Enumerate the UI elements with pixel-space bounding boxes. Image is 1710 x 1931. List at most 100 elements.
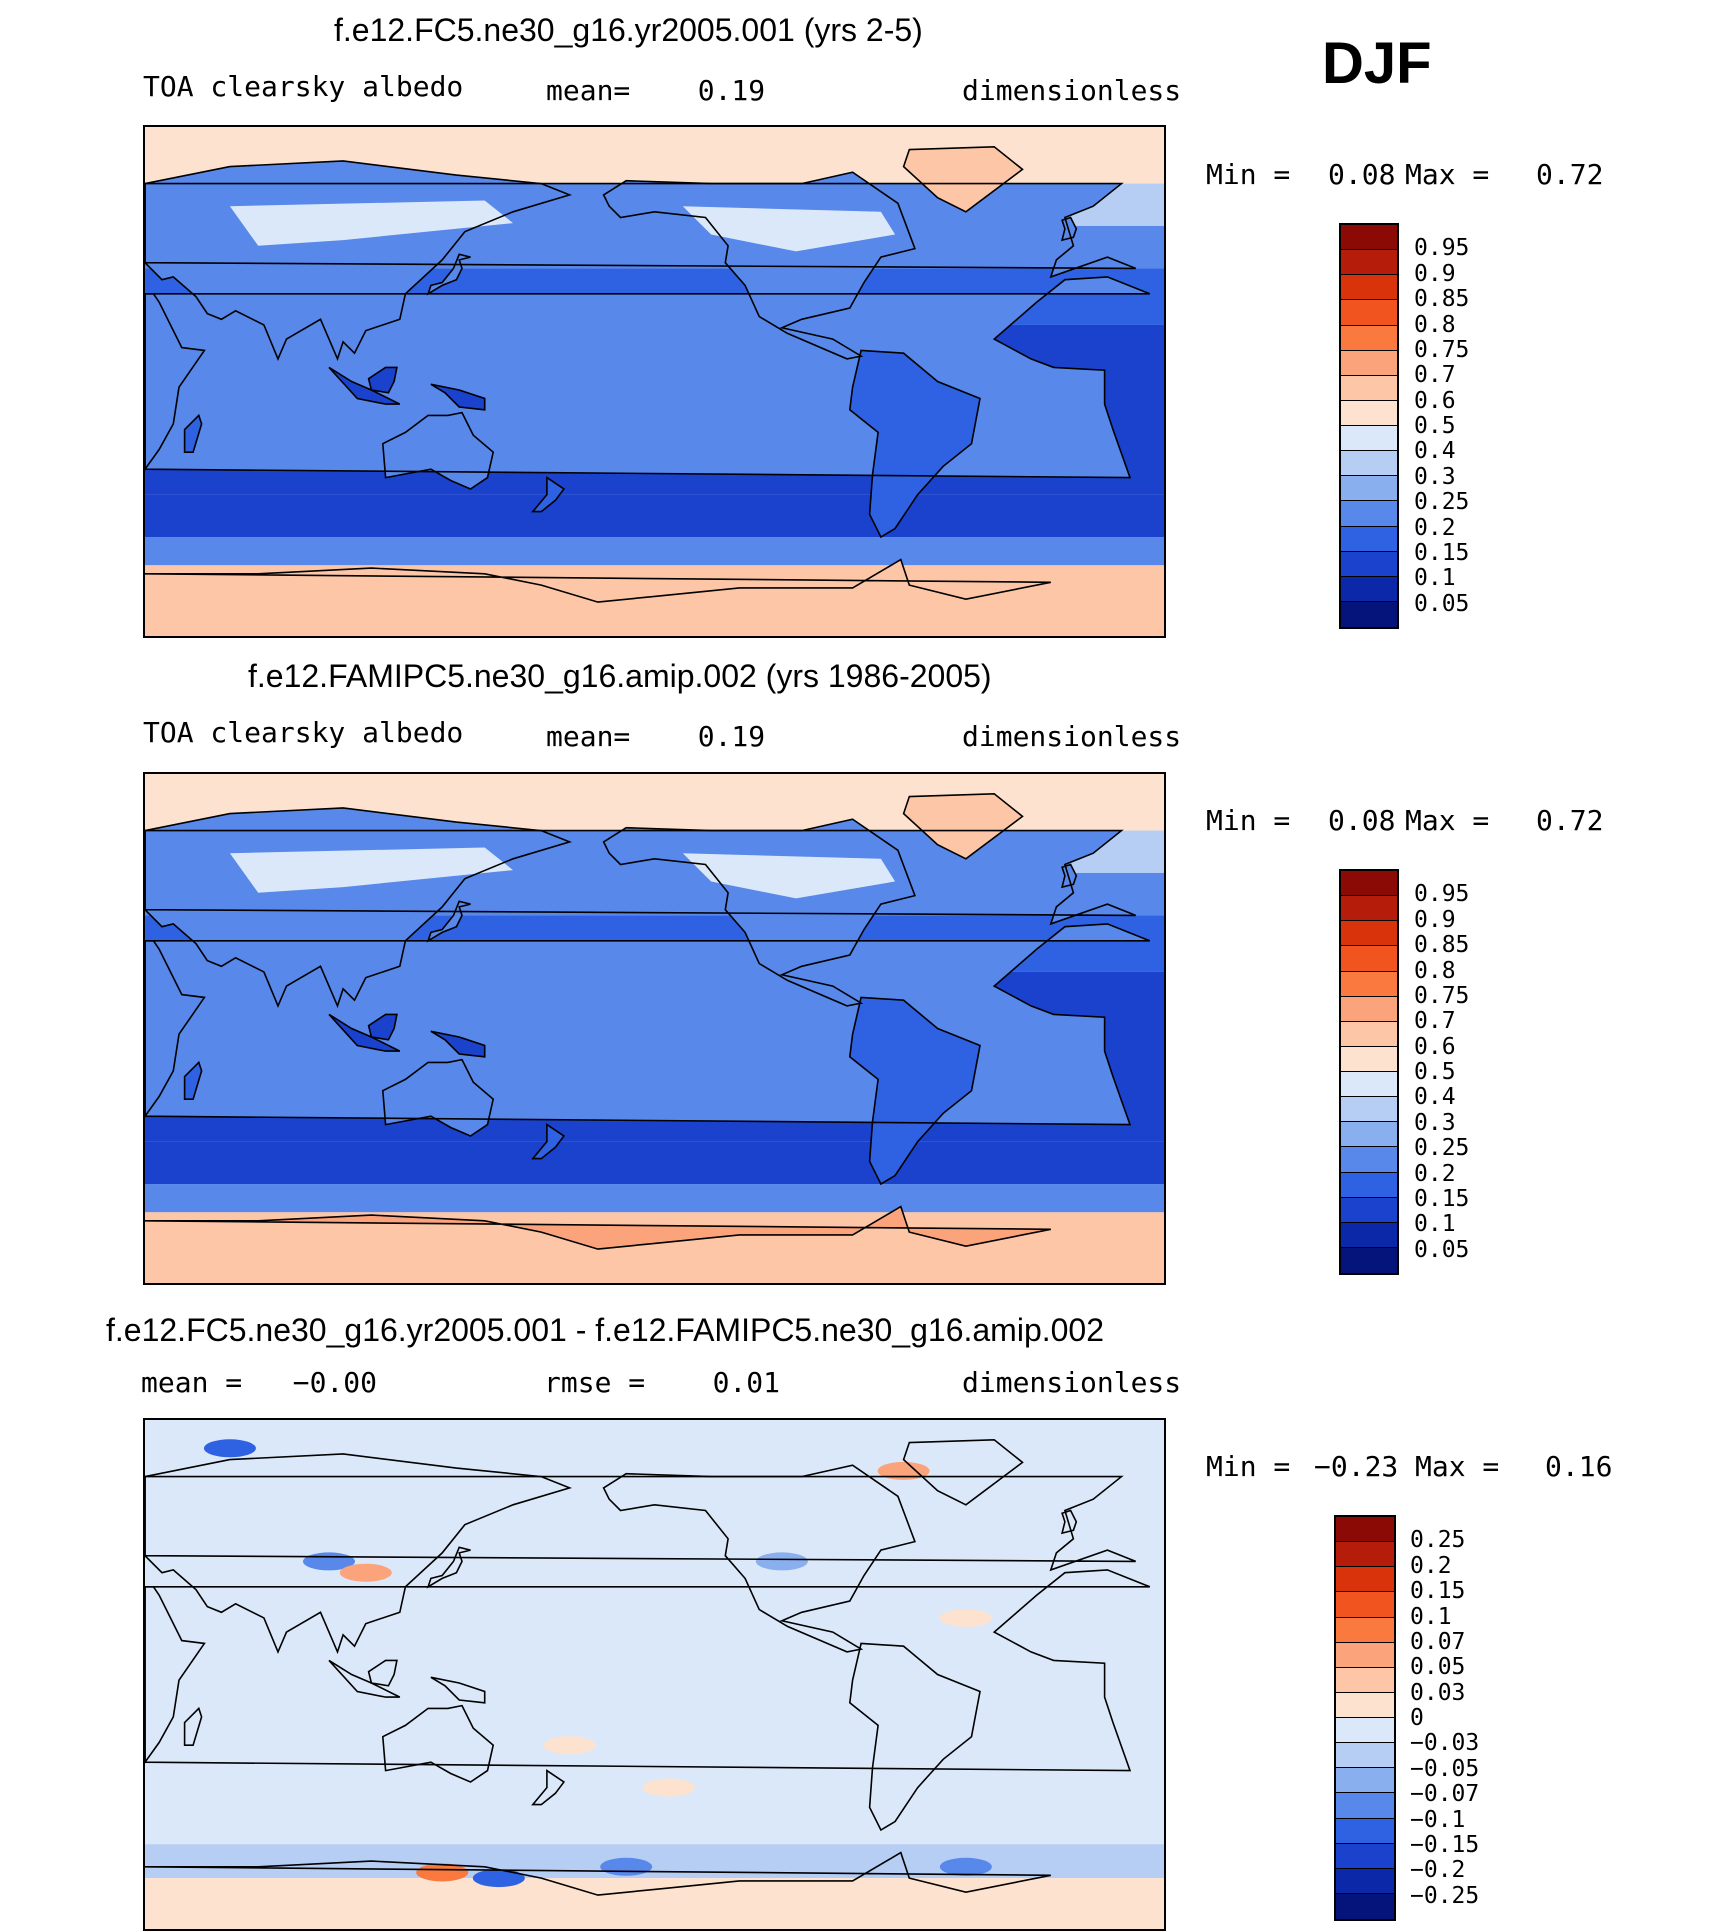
land-region-australia [382,412,494,489]
coastline-borneo [367,1659,398,1687]
coastline-borneo [367,1013,398,1041]
panel-3-max-label: Max = [1415,1450,1500,1483]
coastline-indonesia [328,1013,401,1052]
panel-3-mean: mean = −0.00 [141,1366,378,1399]
coastline-madagascar [183,1060,203,1100]
coastline-australia [381,1058,495,1137]
colorbar-swatch [1341,250,1397,276]
panel-2-min-label: Min = [1206,804,1291,837]
coastline-nz [531,1769,566,1806]
colorbar-swatch [1336,1793,1394,1819]
snow-patch [682,206,896,252]
colorbar-swatch [1341,971,1397,997]
colorbar-swatch [1341,1021,1397,1047]
anomaly-patch [339,1563,392,1582]
panel-1-mean: mean= 0.19 [546,74,766,107]
coastline-eurasia [145,160,573,362]
coastline-madagascar [183,1706,203,1746]
panel-1-max-label: Max = [1405,158,1490,191]
land-region-samerica [849,350,980,537]
coastline-africa_w [145,276,1151,479]
colorbar-tick-label: 0.5 [1414,1059,1456,1085]
lat-band [145,565,1164,636]
colorbar-swatch [1341,921,1397,947]
anomaly-patch [939,1608,992,1627]
colorbar-tick-label: 0.25 [1414,1135,1470,1162]
land-region-greenland [903,146,1023,212]
anomaly-patch [203,1439,256,1458]
land-region-borneo [368,1014,397,1040]
land-region-borneo [368,367,397,393]
anomaly-patch [755,1552,808,1571]
colorbar-tick-label: 0.9 [1414,260,1456,287]
panel-1-map [143,125,1166,638]
colorbar-swatch [1341,601,1397,627]
coastline-uk [1061,216,1078,242]
colorbar-tick-label: 0.1 [1414,1211,1456,1238]
panel-2-mean: mean= 0.19 [546,720,766,753]
colorbar-tick-label: 0.2 [1414,1160,1456,1187]
colorbar-swatch [1341,325,1397,351]
anomaly-patch [939,1857,992,1876]
colorbar-swatch [1341,1172,1397,1198]
panel-2-variable: TOA clearsky albedo [143,716,464,749]
land-region-newguinea [430,1031,485,1057]
colorbar-swatch [1341,225,1397,251]
colorbar-swatch [1341,871,1397,897]
colorbar-swatch [1336,1592,1394,1618]
land-region-indonesia [329,1014,400,1052]
colorbar-swatch [1336,1667,1394,1693]
coastline-africa_w [145,1569,1151,1772]
land-region-indonesia [329,367,400,405]
colorbar-swatch [1336,1617,1394,1643]
colorbar-tick-label: 0.5 [1414,413,1456,439]
colorbar-swatch [1341,576,1397,602]
colorbar-swatch [1341,1197,1397,1223]
colorbar-tick-label: 0.95 [1414,881,1470,908]
colorbar-swatch [1336,1893,1394,1919]
coastline-indonesia [328,1659,401,1698]
coastline-europe [145,1475,1136,1572]
panel-3-field [145,1420,1164,1929]
lat-band [145,1141,1164,1185]
colorbar-swatch [1336,1818,1394,1844]
coastline-eurasia [145,807,573,1009]
colorbar-tick-label: 0.3 [1414,1109,1456,1136]
anomaly-patch [877,1461,930,1480]
anomaly-patch [416,1863,469,1882]
colorbar-tick-label: 0.05 [1414,590,1470,617]
coastline-uk [1061,1509,1078,1535]
coastline-europe [145,182,1136,279]
coastline-australia [381,1704,495,1783]
land-region-newguinea [430,384,485,410]
coastline-namerica [602,1464,916,1653]
coastline-samerica [848,349,981,539]
panel-3-coastlines [145,1438,1151,1896]
colorbar-swatch [1341,375,1397,401]
anomaly-patch [600,1857,653,1876]
panel-3-map-svg [145,1420,1164,1929]
lat-band [145,1878,1164,1929]
colorbar-tick-label: 0.9 [1414,906,1456,933]
land-region-greenland [903,793,1023,859]
coastline-newguinea [430,1030,486,1058]
colorbar-tick-label: 0.2 [1414,514,1456,541]
colorbar-swatch [1336,1567,1394,1593]
panel-2-units: dimensionless [962,720,1182,753]
panel-1-units: dimensionless [962,74,1182,107]
coastline-madagascar [183,413,203,453]
panel-3-min-label: Min = [1206,1450,1291,1483]
colorbar-swatch [1341,1046,1397,1072]
colorbar-tick-label: 0.8 [1414,311,1456,338]
panel-3-max-value: 0.16 [1545,1450,1613,1483]
colorbar-swatch [1341,501,1397,527]
panel-1-variable: TOA clearsky albedo [143,70,464,103]
panel-3-units: dimensionless [962,1366,1182,1399]
coastline-nz [531,476,566,513]
colorbar-swatch [1341,946,1397,972]
colorbar-tick-label: 0.75 [1414,336,1470,363]
colorbar-tick-label: 0 [1410,1705,1424,1731]
panel-1-colorbar [1339,223,1399,629]
panel-1-map-svg [145,127,1164,636]
colorbar-tick-label: 0.4 [1414,1084,1456,1111]
